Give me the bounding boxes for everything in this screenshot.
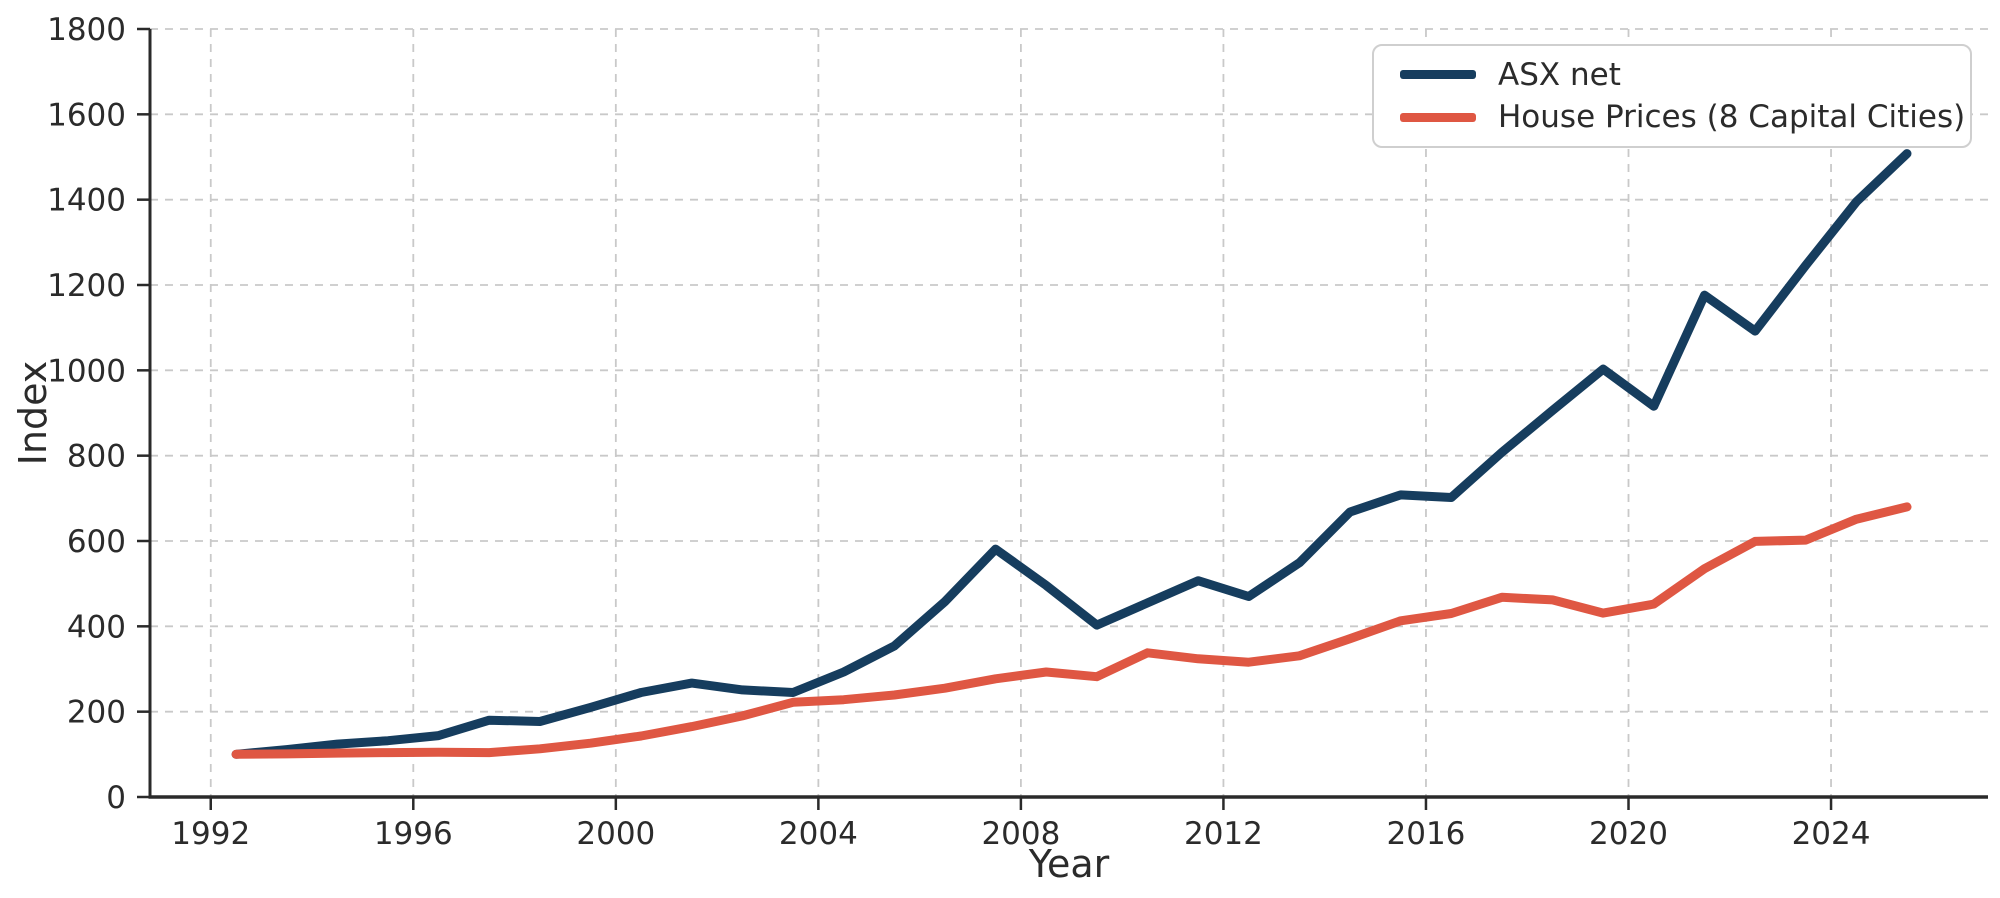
x-tick-label: 2008 <box>981 816 1060 852</box>
x-tick-label: 2024 <box>1792 816 1871 852</box>
y-axis-title: Index <box>11 360 55 466</box>
x-tick-label: 2012 <box>1184 816 1263 852</box>
legend-label-house-prices: House Prices (8 Capital Cities) <box>1498 99 1966 136</box>
legend-swatch-house-prices <box>1400 112 1476 122</box>
legend-item-house-prices: House Prices (8 Capital Cities) <box>1400 96 1965 138</box>
x-tick-label: 2004 <box>779 816 858 852</box>
y-tick-label: 1200 <box>47 268 126 304</box>
legend-swatch-asx-net <box>1400 70 1476 80</box>
y-tick-label: 600 <box>67 524 126 560</box>
x-tick-label: 2016 <box>1387 816 1466 852</box>
legend-label-asx-net: ASX net <box>1498 56 1621 93</box>
x-tick-label: 2000 <box>576 816 655 852</box>
legend-item-asx-net: ASX net <box>1400 54 1944 96</box>
y-tick-label: 1600 <box>47 97 126 133</box>
y-tick-label: 0 <box>106 780 126 816</box>
y-tick-label: 1400 <box>47 183 126 219</box>
series-line-asx-net <box>231 149 1912 759</box>
x-tick-label: 1996 <box>374 816 453 852</box>
y-tick-label: 200 <box>67 695 126 731</box>
x-tick-label: 2020 <box>1589 816 1668 852</box>
x-axis-title: Year <box>1028 842 1110 886</box>
y-tick-label: 1000 <box>47 353 126 389</box>
y-tick-label: 1800 <box>47 12 126 48</box>
y-tick-label: 400 <box>67 609 126 645</box>
series-line-house-prices <box>231 502 1912 759</box>
y-tick-label: 800 <box>67 439 126 475</box>
legend: ASX net House Prices (8 Capital Cities) <box>1372 44 1972 148</box>
x-tick-label: 1992 <box>171 816 250 852</box>
